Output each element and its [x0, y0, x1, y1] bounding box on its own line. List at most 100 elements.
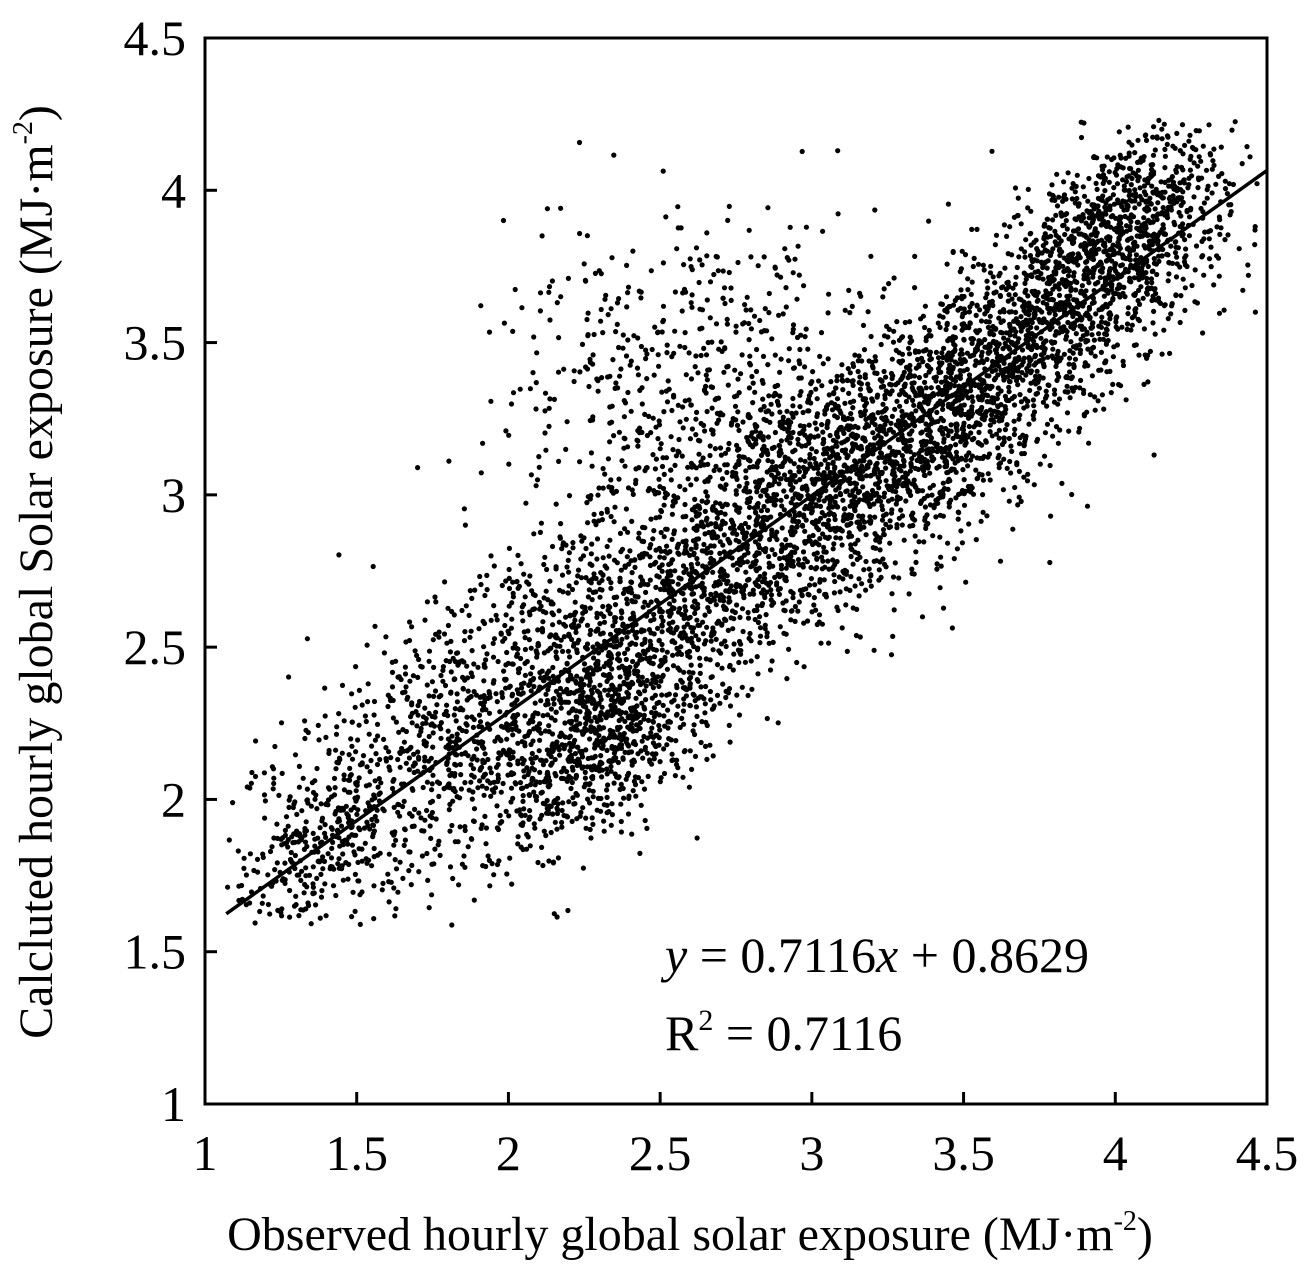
data-point [825, 418, 831, 424]
data-point [1014, 460, 1020, 466]
data-point [1053, 329, 1059, 335]
data-point [704, 550, 710, 556]
data-point [811, 455, 817, 462]
data-point [775, 399, 781, 405]
data-point [651, 528, 657, 534]
data-point [791, 461, 797, 467]
data-point [1034, 305, 1040, 311]
data-point [1151, 308, 1157, 314]
data-point [937, 427, 943, 433]
data-point [1050, 246, 1056, 252]
data-point [948, 422, 954, 428]
data-point [795, 557, 802, 563]
data-point [852, 541, 858, 547]
data-point [1072, 384, 1079, 390]
data-point [707, 452, 713, 459]
data-point [1226, 181, 1232, 187]
data-point [929, 416, 935, 423]
data-point [867, 473, 874, 479]
data-point [1034, 344, 1040, 351]
data-point [1104, 327, 1110, 333]
data-point [856, 379, 862, 386]
data-point [948, 370, 954, 376]
data-point [976, 471, 982, 477]
data-point [661, 534, 667, 540]
data-point [859, 516, 865, 522]
data-point [1105, 290, 1111, 296]
data-point [1127, 197, 1133, 203]
data-point [553, 688, 560, 694]
data-point [731, 641, 737, 647]
data-point [1149, 233, 1155, 239]
data-point [1152, 331, 1158, 337]
data-point [488, 617, 494, 623]
data-point [1048, 417, 1055, 423]
data-point [433, 709, 439, 715]
data-point [757, 633, 764, 639]
data-point [1004, 233, 1010, 239]
data-point [887, 540, 893, 546]
data-point [822, 564, 828, 570]
data-point [807, 461, 813, 467]
data-point [570, 643, 577, 649]
data-point [1162, 179, 1168, 185]
data-point [833, 503, 840, 509]
data-point [672, 692, 679, 698]
data-point [922, 324, 928, 331]
data-point [927, 428, 933, 435]
data-point [1144, 275, 1150, 281]
data-point [660, 672, 666, 679]
data-point [846, 390, 852, 396]
data-point [928, 333, 934, 339]
data-point [1216, 173, 1222, 179]
data-point [868, 495, 874, 501]
data-point [1027, 387, 1033, 393]
data-point [683, 693, 690, 699]
data-point [1161, 327, 1167, 333]
data-point [1097, 268, 1103, 274]
data-point [1102, 360, 1108, 366]
data-point [1005, 298, 1011, 304]
data-point [1023, 287, 1029, 293]
data-point [860, 322, 867, 328]
data-point [685, 476, 691, 482]
data-point [749, 686, 755, 692]
data-point [680, 425, 686, 431]
data-point [1067, 395, 1073, 401]
data-point [810, 369, 816, 375]
data-point [826, 392, 832, 398]
data-point [682, 487, 688, 493]
data-point [833, 403, 839, 410]
data-point [912, 348, 919, 354]
data-point [984, 513, 990, 519]
data-point [1132, 171, 1139, 177]
data-point [924, 450, 930, 457]
data-point [755, 577, 761, 583]
data-point [1191, 146, 1197, 152]
data-point [572, 599, 578, 605]
data-point [808, 400, 814, 406]
data-point [1192, 299, 1198, 305]
data-point [937, 534, 943, 540]
data-point [757, 625, 764, 631]
data-point [682, 527, 688, 533]
data-point [487, 765, 493, 771]
data-point [926, 352, 933, 358]
data-point [709, 405, 715, 411]
data-point [1053, 271, 1059, 277]
data-point [912, 517, 918, 523]
data-point [1150, 134, 1156, 140]
data-point [912, 389, 918, 395]
data-point [895, 437, 901, 443]
data-point [1002, 265, 1008, 271]
data-point [852, 352, 858, 358]
data-point [937, 494, 944, 500]
data-point [625, 629, 632, 635]
data-point [1145, 379, 1151, 385]
data-point [1162, 153, 1168, 159]
data-point [1073, 183, 1079, 189]
data-point [1107, 368, 1113, 374]
data-point [830, 557, 836, 563]
data-point [1051, 308, 1057, 314]
data-point [713, 636, 719, 643]
